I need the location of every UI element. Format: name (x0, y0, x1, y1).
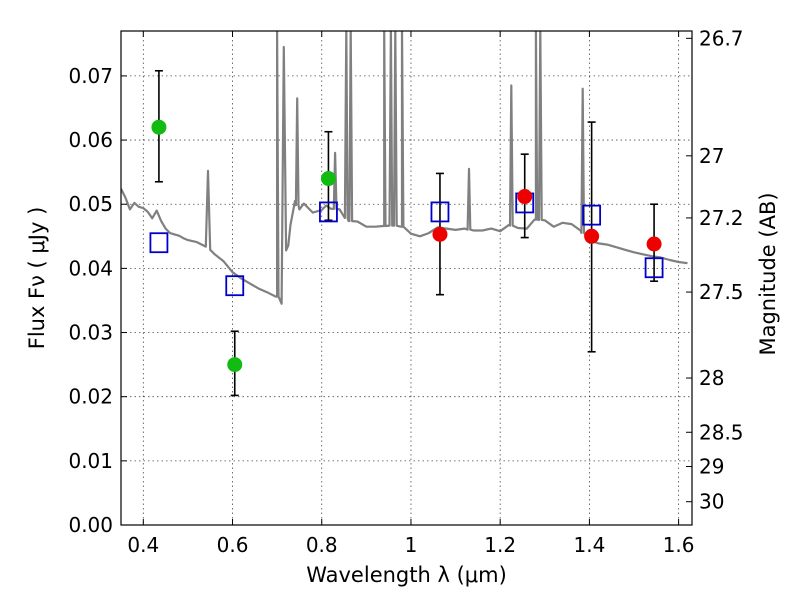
y2-tick-label: 27.2 (699, 206, 744, 230)
y-tick-label: 0.01 (68, 449, 113, 473)
plot-content (121, 31, 688, 397)
observed-point (517, 189, 533, 205)
observed-point (151, 119, 167, 135)
model-photometry-square (149, 232, 169, 254)
observed-point (584, 228, 600, 244)
model-photometry-square (225, 275, 245, 297)
y-tick-label: 0.05 (68, 192, 113, 216)
x-tick-label: 1.2 (484, 533, 516, 557)
plot-area (121, 31, 692, 525)
y2-tick-label: 28.5 (699, 420, 744, 444)
x-tick-label: 1.6 (663, 533, 695, 557)
x-tick-label: 0.6 (217, 533, 249, 557)
observed-point (320, 171, 336, 187)
y2-tick-label: 29 (699, 454, 724, 478)
x-tick-label: 1.4 (573, 533, 605, 557)
y-tick-label: 0.07 (68, 64, 113, 88)
observed-point (432, 226, 448, 242)
data-points (149, 119, 664, 373)
model-spectrum (121, 31, 688, 305)
y2-tick-label: 28 (699, 366, 724, 390)
plot-frame (120, 30, 693, 526)
x-tick-label: 1 (405, 533, 418, 557)
y2-axis-label: Magnitude (AB) (756, 192, 780, 355)
x-axis: 0.4 0.6 0.8 1 1.2 1.4 1.6 (127, 31, 695, 557)
y-tick-label: 0.06 (68, 128, 113, 152)
model-photometry-square (319, 201, 338, 223)
observed-point (646, 236, 662, 252)
y-tick-label: 0.03 (68, 321, 113, 345)
y-tick-label: 0.02 (68, 385, 113, 409)
y2-axis: 26.7 27 27.2 27.5 28 28.5 29 30 (686, 26, 744, 514)
observed-point (227, 357, 243, 373)
y-axis-label: Flux Fν ( μJy ) (25, 207, 49, 350)
y2-tick-label: 30 (699, 490, 724, 514)
model-photometry-square (582, 204, 602, 226)
model-photometry-square (430, 201, 450, 223)
y2-tick-label: 26.7 (699, 26, 744, 50)
x-tick-label: 0.4 (127, 533, 159, 557)
y-axis: 0.00 0.01 0.02 0.03 0.04 0.05 0.06 0.07 (68, 64, 127, 537)
model-spectrum-line (121, 31, 688, 305)
y-tick-label: 0.04 (68, 256, 113, 280)
y2-tick-label: 27 (699, 144, 724, 168)
x-tick-label: 0.8 (306, 533, 338, 557)
y2-tick-label: 27.5 (699, 280, 744, 304)
model-photometry-square (644, 257, 664, 279)
x-axis-label: Wavelength λ (μm) (306, 563, 507, 587)
y-tick-label: 0.00 (68, 513, 113, 537)
